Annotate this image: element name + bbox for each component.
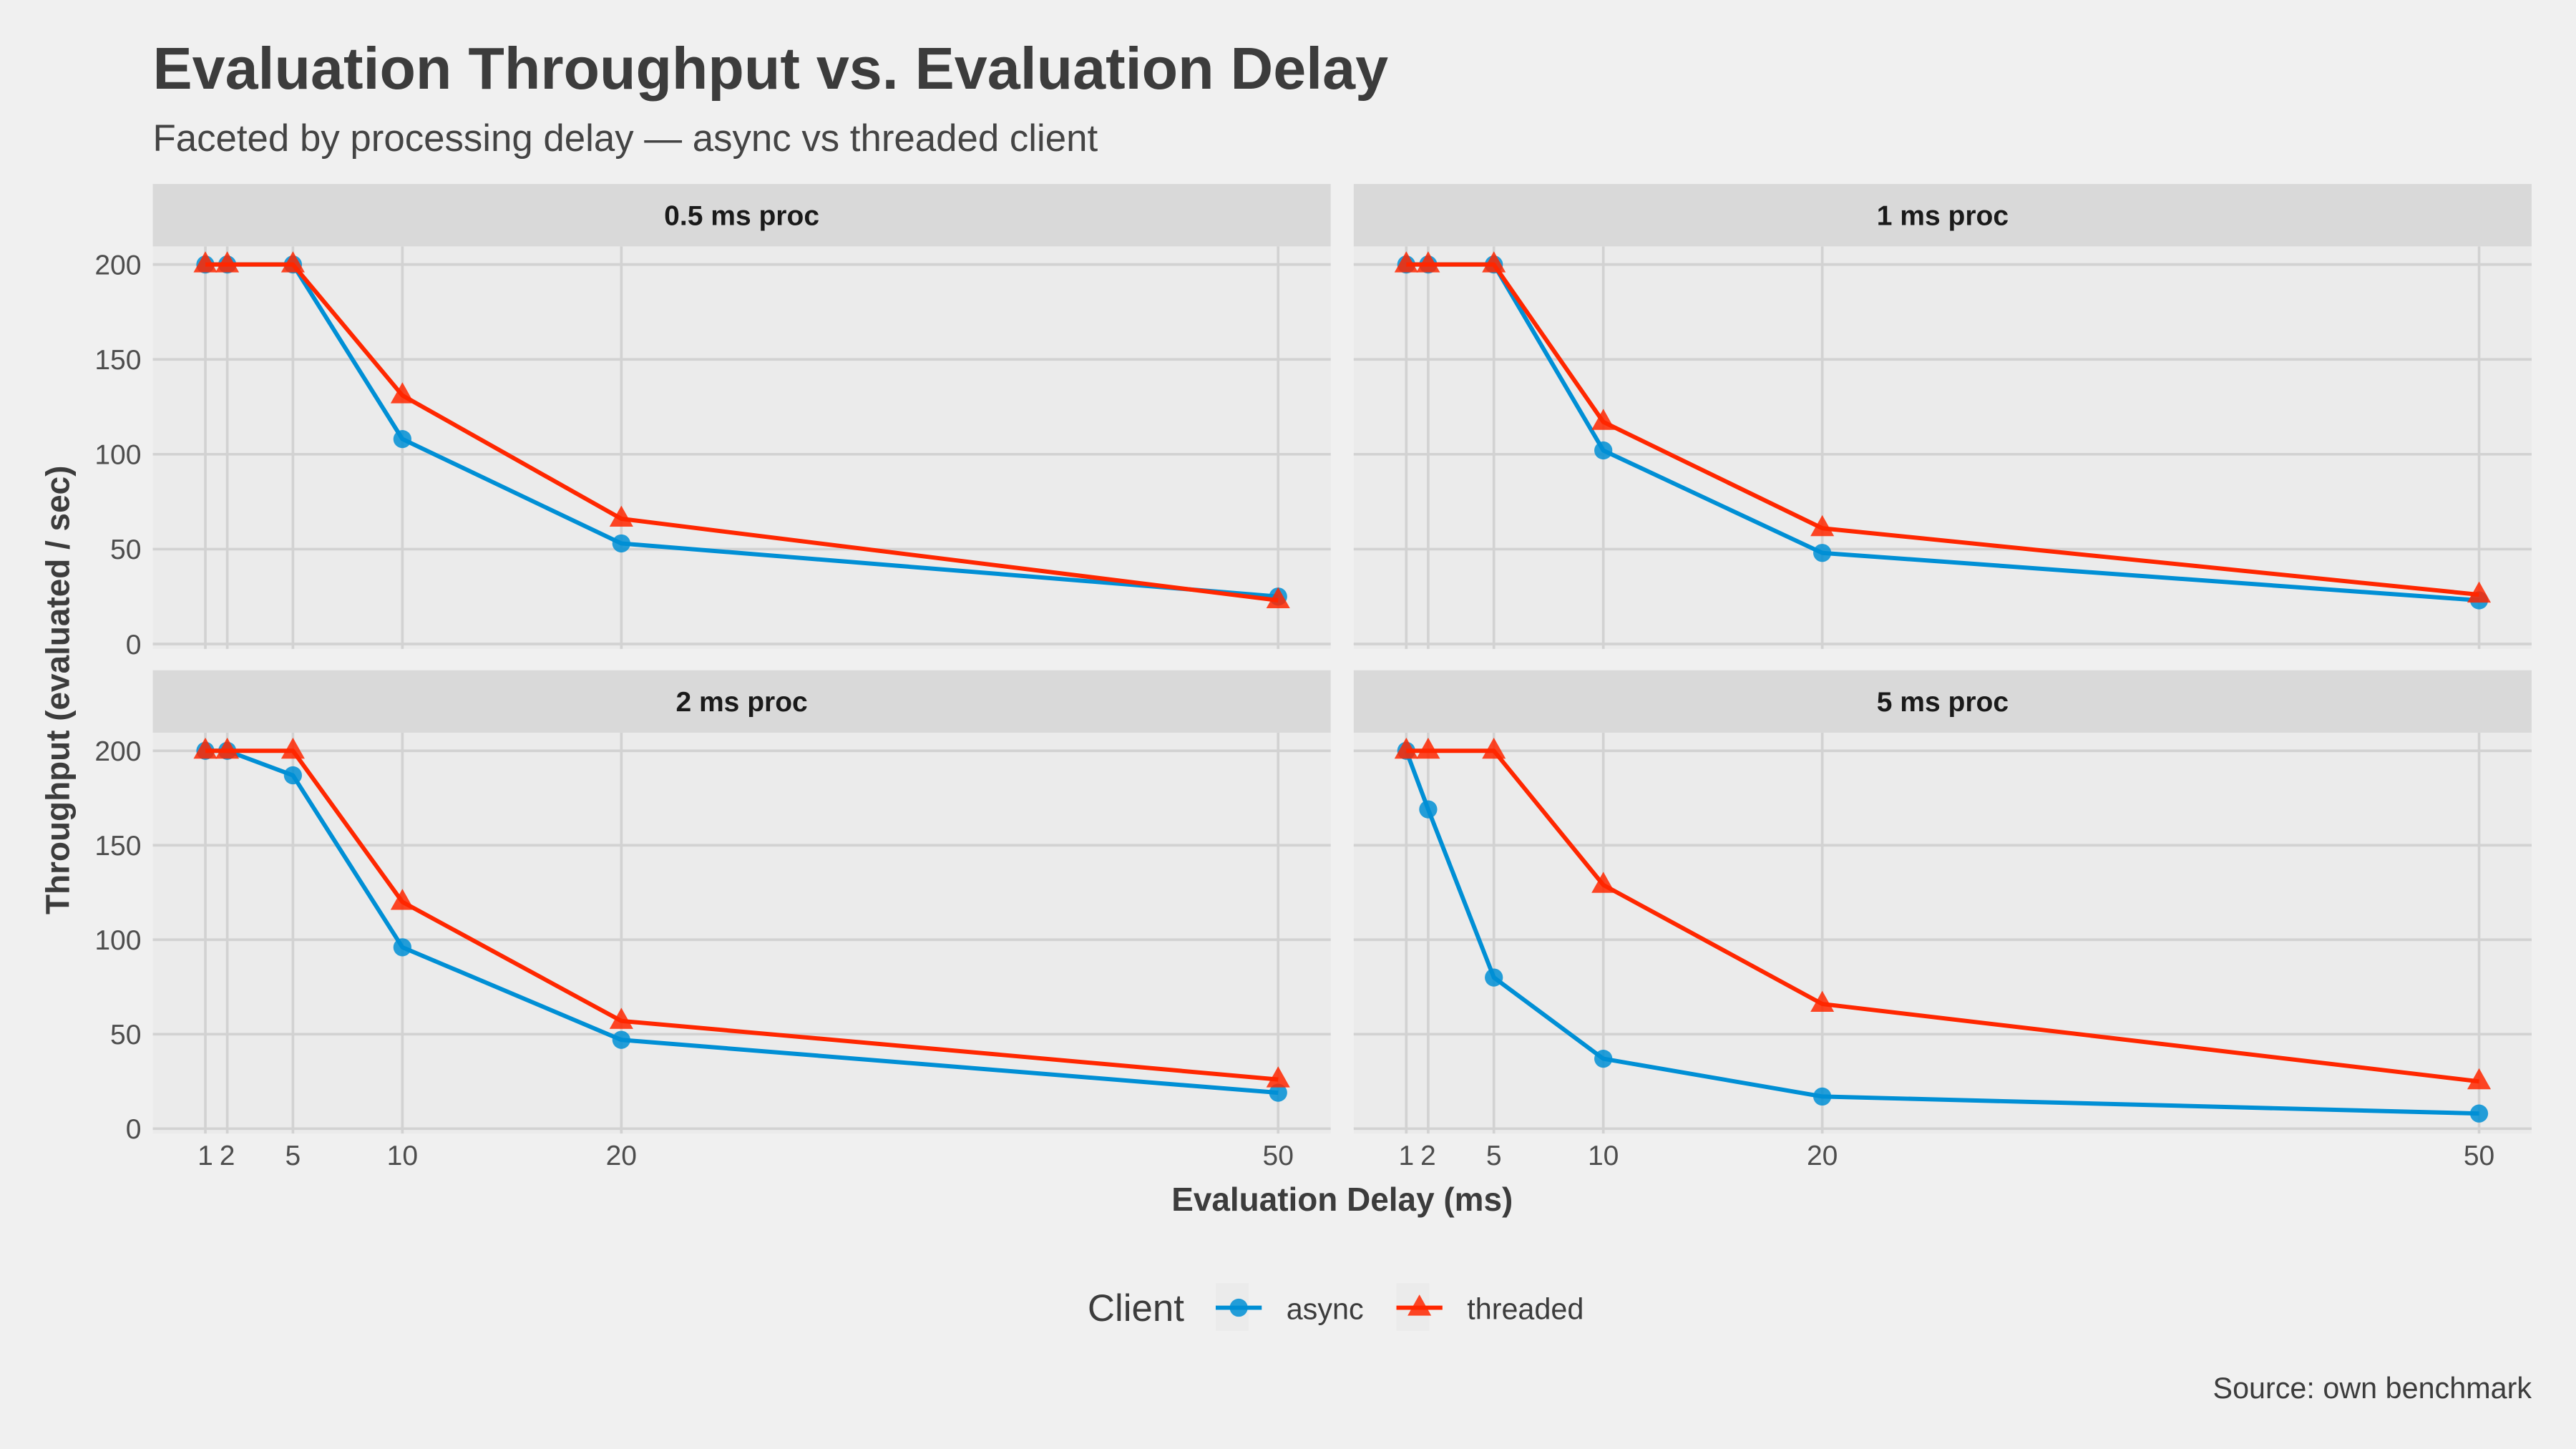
facet-strip-label: 2 ms proc [675, 687, 807, 718]
data-point-threaded [1394, 737, 1418, 759]
data-point-async [612, 534, 630, 553]
data-point-threaded [1416, 251, 1440, 273]
plot-area [1353, 732, 2532, 1134]
facet-panel: 2 ms proc 0 50 100 150 200 1 2 5 10 20 50 [94, 670, 1331, 1171]
y-tick-label: 200 [94, 250, 141, 280]
facet-strip [1353, 184, 2532, 247]
data-point-threaded [1394, 251, 1418, 273]
facet-strip [1353, 670, 2532, 733]
data-point-async [1594, 441, 1613, 460]
data-point-threaded [1416, 737, 1440, 759]
x-tick-label: 10 [1588, 1141, 1619, 1171]
facet-strip-label: 0.5 ms proc [664, 201, 819, 232]
legend-label-async: async [1287, 1293, 1364, 1326]
y-tick-label: 200 [94, 736, 141, 767]
data-point-threaded [390, 889, 414, 910]
plot-area [1353, 246, 2532, 649]
y-tick-label: 50 [110, 535, 141, 565]
data-point-threaded [1810, 514, 1835, 537]
y-tick-label: 0 [126, 1114, 142, 1145]
x-tick-label: 20 [606, 1141, 637, 1171]
data-point-threaded [2467, 581, 2492, 603]
y-tick-label: 100 [94, 925, 141, 956]
y-tick-label: 50 [110, 1020, 141, 1050]
chart-caption: Source: own benchmark [2213, 1372, 2532, 1405]
y-tick-label: 100 [94, 440, 141, 471]
data-point-async [612, 1030, 630, 1049]
data-point-async [1485, 968, 1503, 987]
facet-panel: 5 ms proc 1 2 5 10 20 50 [1353, 670, 2532, 1171]
data-point-threaded [280, 251, 305, 273]
x-tick-label: 20 [1807, 1141, 1838, 1171]
y-tick-label: 150 [94, 831, 141, 862]
facet-strip [152, 670, 1331, 733]
data-point-async [1419, 800, 1438, 819]
data-point-threaded [390, 382, 414, 404]
data-point-async [1269, 1083, 1287, 1102]
legend-label-threaded: threaded [1467, 1293, 1584, 1326]
x-tick-label: 1 [1398, 1141, 1414, 1171]
legend-title: Client [1088, 1287, 1184, 1330]
chart-subtitle: Faceted by processing delay — async vs t… [153, 117, 1098, 160]
x-tick-label: 50 [1263, 1141, 1294, 1171]
data-point-threaded [193, 737, 218, 759]
data-point-threaded [215, 251, 240, 273]
facet-strip [152, 184, 1331, 247]
data-point-async [1594, 1049, 1613, 1068]
data-point-threaded [1810, 990, 1835, 1013]
x-tick-label: 5 [286, 1141, 301, 1171]
y-axis-title: Throughput (evaluated / sec) [39, 466, 76, 914]
data-point-threaded [1591, 872, 1616, 893]
y-tick-label: 0 [126, 630, 142, 660]
data-point-threaded [609, 1008, 633, 1029]
legend-key-marker-async [1229, 1298, 1248, 1317]
data-point-threaded [193, 251, 218, 273]
y-tick-label: 150 [94, 345, 141, 376]
data-point-async [393, 429, 411, 449]
data-point-threaded [609, 505, 633, 527]
data-point-threaded [2467, 1068, 2492, 1090]
legend: Client async threaded [1088, 1283, 1584, 1331]
x-tick-label: 10 [387, 1141, 418, 1171]
x-axis-title: Evaluation Delay (ms) [1171, 1181, 1513, 1218]
x-tick-label: 1 [197, 1141, 213, 1171]
x-tick-label: 5 [1486, 1141, 1502, 1171]
x-tick-label: 50 [2464, 1141, 2494, 1171]
x-tick-label: 2 [1420, 1141, 1436, 1171]
data-point-threaded [1266, 587, 1290, 609]
legend-key-marker-threaded [1407, 1294, 1432, 1316]
data-point-threaded [1591, 409, 1616, 430]
facet-panel: 0.5 ms proc 0 50 100 150 200 [94, 184, 1331, 660]
series-line-async [1404, 750, 2479, 1116]
facet-strip-label: 1 ms proc [1877, 201, 2009, 232]
chart-title: Evaluation Throughput vs. Evaluation Del… [153, 35, 1389, 102]
x-tick-label: 2 [220, 1141, 235, 1171]
data-point-async [1813, 544, 1832, 562]
data-point-async [1813, 1087, 1832, 1106]
data-point-threaded [215, 737, 240, 759]
data-point-async [283, 766, 303, 785]
data-point-threaded [1482, 737, 1506, 759]
data-point-async [2469, 1104, 2489, 1123]
facet-panel: 1 ms proc [1353, 184, 2532, 649]
data-point-threaded [1266, 1066, 1290, 1088]
facet-strip-label: 5 ms proc [1877, 687, 2009, 718]
data-point-threaded [280, 737, 305, 759]
data-point-threaded [1482, 251, 1506, 273]
plot-area [152, 732, 1331, 1134]
data-point-async [393, 938, 411, 957]
